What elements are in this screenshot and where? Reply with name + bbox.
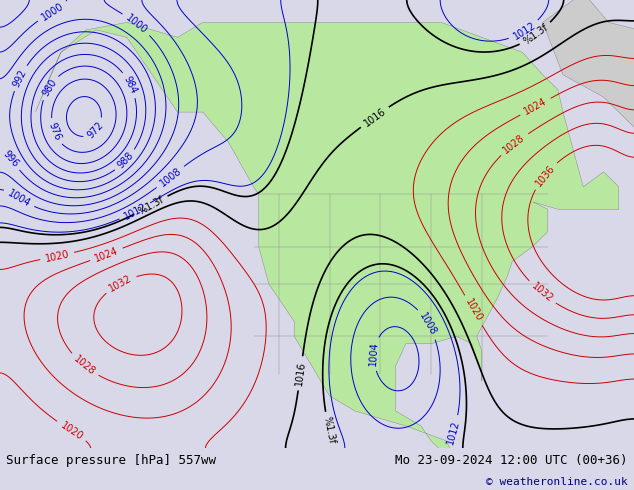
Text: 980: 980 <box>40 77 58 98</box>
Text: 1028: 1028 <box>501 132 527 155</box>
Text: 1024: 1024 <box>93 245 120 264</box>
Text: 1032: 1032 <box>107 273 134 294</box>
Text: Mo 23-09-2024 12:00 UTC (00+36): Mo 23-09-2024 12:00 UTC (00+36) <box>395 454 628 467</box>
Text: 988: 988 <box>115 150 136 171</box>
Text: 1028: 1028 <box>72 354 97 377</box>
Text: 984: 984 <box>122 74 139 95</box>
Text: 1004: 1004 <box>6 188 32 209</box>
Text: 1036: 1036 <box>533 163 557 188</box>
Text: 1016: 1016 <box>362 106 387 128</box>
Text: 1000: 1000 <box>39 0 65 22</box>
Text: 1000: 1000 <box>124 12 150 35</box>
Text: %1.3f: %1.3f <box>522 23 550 47</box>
Text: 1012: 1012 <box>445 418 462 445</box>
Text: 996: 996 <box>1 149 20 169</box>
Text: 1020: 1020 <box>44 249 70 264</box>
Text: 1032: 1032 <box>529 281 555 305</box>
Text: %1.3f: %1.3f <box>136 194 165 216</box>
Text: 1012: 1012 <box>511 20 538 42</box>
Text: 1008: 1008 <box>418 311 439 337</box>
Text: 1020: 1020 <box>58 420 84 442</box>
Text: 1020: 1020 <box>463 297 484 323</box>
Polygon shape <box>543 0 634 127</box>
Text: %1.3f: %1.3f <box>321 416 337 445</box>
Text: 976: 976 <box>46 122 62 143</box>
Text: Surface pressure [hPa] 557ww: Surface pressure [hPa] 557ww <box>6 454 216 467</box>
Text: 1016: 1016 <box>294 361 307 386</box>
Text: 1004: 1004 <box>368 342 380 367</box>
Text: © weatheronline.co.uk: © weatheronline.co.uk <box>486 477 628 487</box>
Text: 1008: 1008 <box>158 166 183 188</box>
Text: 1012: 1012 <box>122 201 148 221</box>
Polygon shape <box>36 23 619 490</box>
Text: 992: 992 <box>11 68 29 89</box>
Text: 1024: 1024 <box>522 97 548 117</box>
Text: 972: 972 <box>86 120 106 141</box>
